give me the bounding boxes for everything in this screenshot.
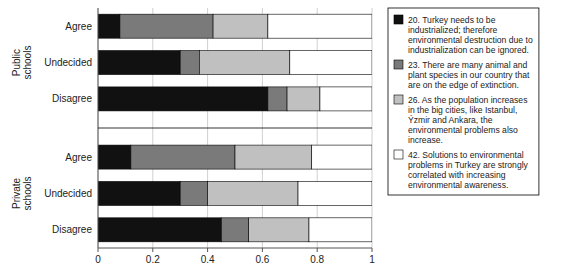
- legend-swatch: [394, 60, 403, 69]
- legend-label-line: in the big cities, like Istanbul,: [408, 105, 517, 115]
- x-axis-line: [98, 248, 372, 249]
- chart: 00.20.40.60.81AgreeUndecidedDisagreeAgre…: [0, 0, 574, 278]
- tick-label: 0.4: [201, 254, 215, 265]
- bar-segment: [249, 218, 309, 242]
- tick-mark: [372, 248, 373, 252]
- bar-segment: [268, 87, 287, 111]
- group-label: Publicschools: [11, 46, 33, 80]
- bar-segment: [213, 14, 268, 38]
- legend-swatch: [394, 15, 403, 24]
- legend: 20. Turkey needs to beindustrialized; th…: [388, 8, 539, 195]
- legend-label-line: 23. There are many animal and: [408, 60, 527, 70]
- bar-segment: [120, 14, 213, 38]
- tick-label: 0.6: [255, 254, 269, 265]
- bar-segment: [312, 145, 372, 169]
- tick-mark: [262, 248, 263, 252]
- tick-mark: [98, 248, 99, 252]
- category-label: Undecided: [44, 188, 92, 199]
- group-label-line: Private: [11, 177, 22, 209]
- bar-segment: [287, 87, 320, 111]
- bar-segment: [268, 14, 372, 38]
- tick-mark: [207, 248, 208, 252]
- y-ticks: Agree Undecided Disagree Agree Undecided Disa…: [44, 21, 92, 236]
- bar-segment: [320, 87, 372, 111]
- legend-label-line: Ýzmir and Ankara, the: [408, 115, 493, 125]
- bar-segment: [131, 145, 235, 169]
- bar-segment: [298, 181, 372, 205]
- legend-label: 42. Solutions to environmentalproblems i…: [408, 150, 529, 190]
- group-label: Privateschools: [11, 177, 33, 211]
- bar-segment: [98, 218, 221, 242]
- category-label: Agree: [65, 152, 92, 163]
- bar-segment: [235, 145, 312, 169]
- group-labels: PublicschoolsPrivateschools: [11, 46, 33, 211]
- bar-segment: [98, 87, 268, 111]
- category-label: Disagree: [52, 224, 92, 235]
- bars: [98, 14, 372, 242]
- legend-label-line: industrialization can be ignored.: [408, 45, 529, 55]
- bar-segment: [221, 218, 248, 242]
- legend-label-line: 26. As the population increases: [408, 95, 527, 105]
- bar-segment: [180, 51, 199, 75]
- category-label: Agree: [65, 21, 92, 32]
- bar-segment: [199, 51, 289, 75]
- tick-label: 0: [95, 254, 101, 265]
- category-label: Undecided: [44, 57, 92, 68]
- legend-label: 23. There are many animal andplant speci…: [408, 60, 530, 90]
- grid: [98, 8, 372, 248]
- legend-label: 20. Turkey needs to beindustrialized; th…: [408, 15, 533, 55]
- legend-label-line: plant species in our country that: [408, 70, 530, 80]
- legend-label-line: correlated with increasing: [408, 170, 506, 180]
- tick-mark: [317, 248, 318, 252]
- bar-segment: [309, 218, 372, 242]
- bar-segment: [98, 14, 120, 38]
- legend-frame: [388, 8, 539, 195]
- bar-segment: [290, 51, 372, 75]
- legend-swatch: [394, 150, 403, 159]
- group-separator: [98, 128, 372, 129]
- legend-label-line: increase.: [408, 135, 443, 145]
- tick-label: 1: [369, 254, 375, 265]
- tick-label: 0.2: [146, 254, 160, 265]
- tick-mark: [152, 248, 153, 252]
- legend-label-line: environmental problems also: [408, 125, 518, 135]
- legend-label-line: environmental awareness.: [408, 180, 508, 190]
- group-label-line: Public: [11, 49, 22, 76]
- x-ticks: 0 0.2 0.4 0.6 0.8 1: [95, 248, 375, 265]
- legend-label-line: problems in Turkey are strongly: [408, 160, 529, 170]
- legend-label-line: 20. Turkey needs to be: [408, 15, 496, 25]
- bar-segment: [98, 145, 131, 169]
- category-label: Disagree: [52, 93, 92, 104]
- legend-label-line: industrialized; therefore: [408, 25, 498, 35]
- bar-segment: [98, 181, 180, 205]
- legend-label-line: 42. Solutions to environmental: [408, 150, 524, 160]
- axes: [98, 8, 372, 248]
- legend-label-line: are on the edge of extinction.: [408, 80, 519, 90]
- group-label-line: schools: [22, 46, 33, 80]
- tick-label: 0.8: [310, 254, 324, 265]
- bar-segment: [98, 51, 180, 75]
- bar-segment: [208, 181, 298, 205]
- legend-label: 26. As the population increasesin the bi…: [408, 95, 527, 145]
- group-label-line: schools: [22, 177, 33, 211]
- bar-segment: [180, 181, 207, 205]
- legend-label-line: environmental destruction due to: [408, 35, 533, 45]
- legend-swatch: [394, 95, 403, 104]
